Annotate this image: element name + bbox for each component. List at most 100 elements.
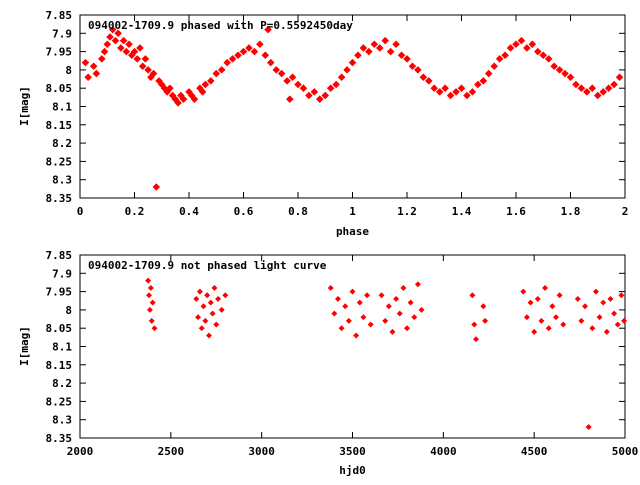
data-point	[523, 314, 530, 321]
y-axis-label: I[mag]	[18, 326, 31, 366]
data-point	[272, 66, 280, 74]
data-point	[414, 66, 422, 74]
y-tick-label: 8.2	[52, 377, 72, 390]
y-tick-label: 8.15	[46, 359, 73, 372]
data-point	[397, 51, 406, 60]
data-point	[217, 66, 226, 74]
data-point	[92, 69, 101, 78]
data-point	[482, 317, 489, 324]
data-point	[250, 47, 259, 56]
data-point	[479, 77, 488, 85]
unphased-plot: 7.85 7.9 7.95 8 8.05 8.1 8.15 8.2 8.25 8.3 8.35200…	[18, 249, 638, 477]
data-point	[400, 284, 407, 291]
x-tick-label: 1.8	[561, 205, 581, 218]
y-tick-label: 7.85	[46, 9, 73, 22]
data-point	[375, 44, 384, 52]
data-point	[100, 47, 109, 56]
data-point	[345, 317, 352, 324]
data-point	[141, 55, 150, 63]
data-point	[618, 292, 625, 299]
data-point	[534, 295, 541, 302]
data-point	[195, 314, 202, 321]
data-point	[457, 84, 466, 92]
data-point	[528, 40, 537, 49]
y-tick-label: 8.2	[52, 137, 72, 150]
data-point	[615, 73, 624, 81]
y-tick-label: 7.95	[46, 46, 73, 59]
data-point	[480, 303, 487, 310]
data-point	[201, 80, 210, 89]
data-point	[386, 47, 395, 56]
data-point	[108, 25, 117, 34]
data-point	[174, 99, 182, 107]
data-point	[147, 284, 154, 291]
data-point	[385, 303, 392, 310]
data-point	[349, 288, 356, 295]
data-point	[264, 25, 272, 34]
chart-title: 094002-1709.9 phased with P=0.5592450day	[88, 19, 353, 32]
data-point	[473, 336, 479, 343]
y-tick-label: 8	[65, 304, 72, 317]
y-tick-label: 8.3	[52, 174, 72, 187]
data-point	[200, 303, 207, 310]
data-point	[98, 55, 106, 63]
y-tick-label: 8.35	[46, 432, 73, 445]
data-point	[84, 73, 92, 81]
x-tick-label: 1.4	[452, 205, 472, 218]
data-point	[452, 88, 460, 96]
data-point	[261, 51, 270, 60]
data-point	[239, 47, 248, 56]
data-point	[353, 332, 360, 339]
data-point	[223, 58, 231, 67]
data-point	[550, 62, 558, 71]
data-point	[207, 299, 214, 306]
data-point	[527, 299, 534, 306]
data-point	[207, 77, 215, 85]
data-point	[556, 292, 563, 299]
data-point	[474, 80, 482, 89]
y-axis-label: I[mag]	[18, 86, 31, 126]
data-point	[603, 328, 610, 335]
data-point	[592, 288, 599, 295]
data-point	[463, 91, 471, 100]
data-point	[286, 95, 294, 103]
data-point	[111, 36, 120, 45]
x-tick-label: 4500	[521, 445, 548, 458]
data-point	[542, 284, 549, 291]
data-point	[204, 292, 211, 299]
data-point	[506, 44, 515, 52]
data-point	[589, 325, 596, 332]
data-point	[196, 288, 203, 295]
x-tick-label: 3500	[339, 445, 366, 458]
data-point	[211, 284, 218, 291]
data-point	[335, 295, 341, 302]
x-tick-label: 2	[622, 205, 629, 218]
data-point	[553, 314, 559, 321]
x-tick-label: 0.2	[125, 205, 145, 218]
data-point	[407, 299, 414, 306]
data-point	[228, 55, 237, 63]
data-point	[578, 317, 585, 324]
data-point	[133, 55, 141, 63]
data-point	[125, 40, 133, 49]
data-point	[414, 281, 421, 288]
data-point	[146, 292, 152, 299]
data-point	[198, 88, 207, 96]
x-axis-label: hjd0	[339, 464, 366, 477]
data-point	[364, 292, 370, 299]
data-point	[403, 55, 411, 63]
data-point	[179, 95, 188, 103]
x-axis-label: phase	[336, 225, 369, 238]
data-point	[288, 73, 297, 81]
data-point	[404, 325, 410, 332]
data-point	[343, 66, 351, 74]
data-point	[471, 321, 478, 328]
data-point	[531, 328, 538, 335]
data-point	[419, 73, 428, 81]
data-point	[326, 84, 335, 92]
data-point	[122, 47, 131, 56]
data-point	[610, 80, 618, 89]
data-point	[501, 51, 509, 60]
data-point	[611, 310, 618, 317]
